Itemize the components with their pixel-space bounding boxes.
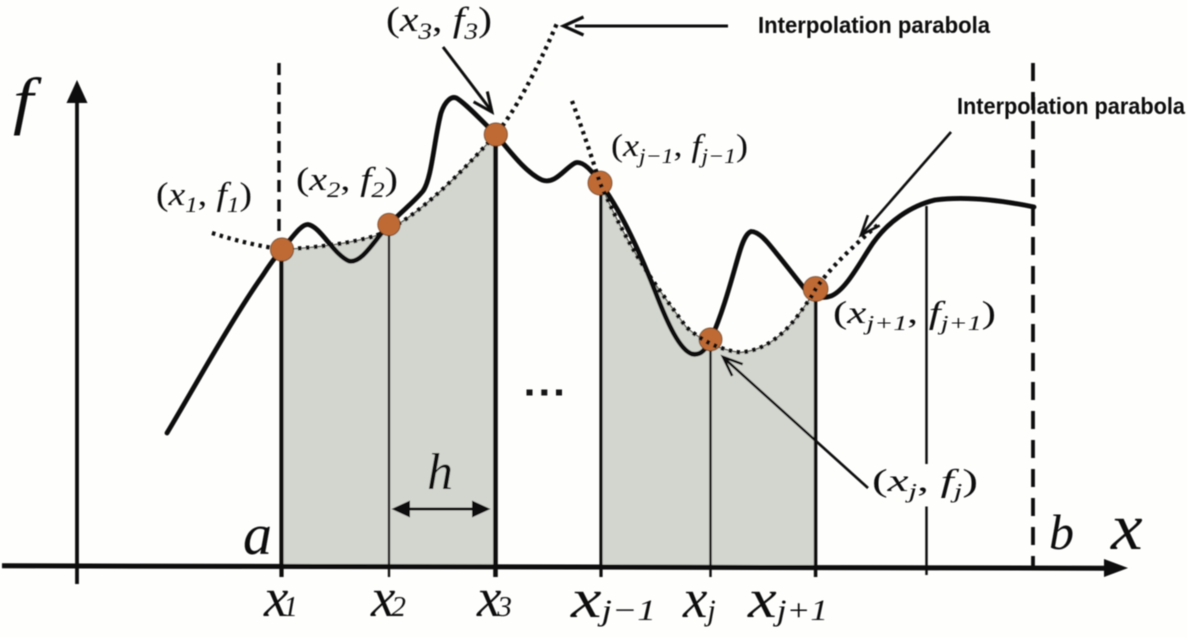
svg-text:Interpolation parabola: Interpolation parabola [957,93,1185,119]
svg-text:a: a [243,502,272,567]
svg-text:Interpolation parabola: Interpolation parabola [758,12,990,38]
svg-text:b: b [1049,504,1074,560]
svg-text:(xj−1, fj−1): (xj−1, fj−1) [611,127,748,168]
svg-text:(x3, f3): (x 3, f3) [386,0,492,44]
svg-text:(xj, fj): (x j, f j) [872,462,978,503]
svg-text:x: x [1110,490,1143,563]
svg-text:h: h [427,444,453,501]
